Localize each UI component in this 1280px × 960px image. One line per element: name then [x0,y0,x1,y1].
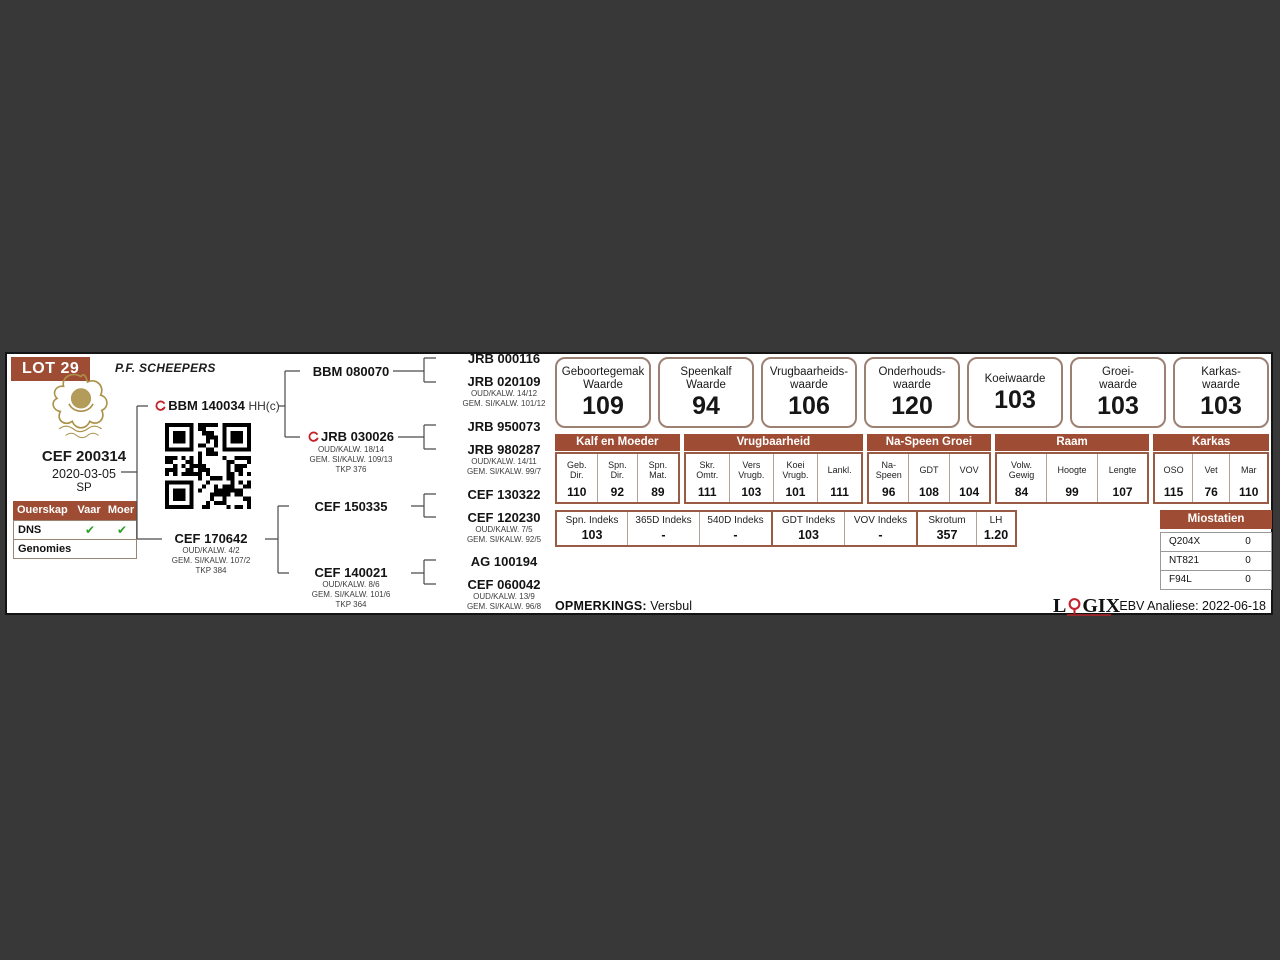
breed-society-icon [308,431,319,445]
lot-number-badge: LOT 29 [11,357,91,381]
stat-cell: Na- Speen 96 [875,459,902,500]
ebv-box: Groei- waarde 103 [1070,357,1166,428]
remarks-label: OPMERKINGS: [555,599,647,613]
stat-cell: VOV 104 [948,454,989,502]
index-cell: GDT Indeks 103 [771,512,844,545]
breed-society-icon [155,400,166,414]
remarks: OPMERKINGS: Versbul [555,599,692,613]
check-icon: ✔ [116,523,128,537]
stat-cell: Koei Vrugb. 101 [772,454,817,502]
ebv-box: Speenkalf Waarde 94 [658,357,754,428]
stat-cell: Spn. Dir. 92 [596,454,638,502]
miostatien-panel: Miostatien Q204X 0 NT821 0 F94L 0 [1160,510,1272,590]
parentage-row-dns: DNS ✔ ✔ [14,521,136,539]
parentage-col-vaar: Vaar [77,504,101,516]
pedigree-g4-node: AG 100194 [470,554,538,569]
parentage-row-genomies: Genomies [14,539,136,558]
stat-group-vrugbaarheid: Vrugbaarheid Skr. Omtr. 111 Vers Vrugb. 10… [683,434,864,504]
stat-cell: Spn. Mat. 89 [637,454,678,502]
ebv-box: Geboortegemak Waarde 109 [555,357,651,428]
stat-cell: Geb. Dir. 110 [567,459,587,500]
pedigree-sire-sire: BBM 080070 [312,364,390,379]
stat-cell: Vet 76 [1191,454,1230,502]
pedigree-dam-dam: CEF 140021 OUD/KALW. 8/6 GEM. SI/KALW. 1… [311,565,391,610]
logix-logo: L GIX [1053,595,1121,617]
pedigree-g4-node: JRB 000116 [467,351,541,366]
ebv-box: Koeiwaarde 103 [967,357,1063,428]
parentage-col-ouerskap: Ouerskap [17,504,68,516]
index-cell: 365D Indeks - [627,512,699,545]
index-cell: Spn. Indeks 103 [565,515,619,542]
stat-group-na-speen-groei: Na-Speen Groei Na- Speen 96 GDT 108 VOV 104 [867,434,991,504]
ebv-box: Onderhouds- waarde 120 [864,357,960,428]
animal-identity: CEF 200314 2020-03-05 SP [11,448,157,494]
miostatien-row: F94L 0 [1160,570,1272,590]
index-cell: 540D Indeks - [699,512,771,545]
index-cell: VOV Indeks - [844,512,916,545]
magnifier-o-icon [1068,598,1081,614]
stat-group-karkas: Karkas OSO 115 Vet 76 Mar 110 [1153,434,1269,504]
animal-id: CEF 200314 [41,448,127,465]
stat-group-raam: Raam Volw. Gewig 84 Hoogte 99 Lengte 107 [994,434,1150,504]
qr-code [165,423,251,509]
pedigree-dam-sire: CEF 150335 [314,499,388,514]
animal-code: SP [76,482,92,494]
pedigree-g4-node: JRB 980287 OUD/KALW. 14/11 GEM. SI/KALW.… [466,442,542,477]
pedigree-sire: BBM 140034 HH(c) [145,399,290,414]
stat-cell: OSO 115 [1163,464,1184,500]
breeder-crest [47,370,115,447]
ebv-analysis-date: EBV Analiese: 2022-06-18 [1119,599,1266,613]
miostatien-header: Miostatien [1160,510,1272,529]
parentage-table: Ouerskap Vaar Moer DNS ✔ ✔ Genomies [13,501,137,559]
owner-name: P.F. SCHEEPERS [115,361,216,375]
animal-birth-date: 2020-03-05 [52,467,116,481]
lot-card: LOT 29 P.F. SCHEEPERS CEF 200314 2020-03… [5,351,1273,617]
stat-cell: Vers Vrugb. 103 [728,454,773,502]
pedigree-sire-dam: JRB 030026 OUD/KALW. 18/14 GEM. SI/KALW.… [308,429,394,474]
ebv-summary-row: Geboortegemak Waarde 109 Speenkalf Waarde… [555,357,1269,428]
stat-cell: Hoogte 99 [1046,454,1097,502]
stat-group-kalf-en-moeder: Kalf en Moeder Geb. Dir. 110 Spn. Dir. 92 … [555,434,680,504]
index-cell: LH 1.20 [976,512,1015,545]
index-table: Spn. Indeks 103 365D Indeks - 540D Indeks -… [555,510,1017,547]
stat-cell: Mar 110 [1229,454,1267,502]
remarks-value: Versbul [650,599,692,613]
pedigree-g4-node: JRB 950073 [467,419,541,434]
parentage-col-moer: Moer [107,504,135,516]
stat-cell: Lankl. 111 [817,454,861,502]
index-cell: Skrotum 357 [916,512,976,545]
stat-groups-row: Kalf en Moeder Geb. Dir. 110 Spn. Dir. 92 … [555,434,1269,504]
logix-tagline [1067,614,1111,616]
pedigree-g4-node: CEF 130322 [467,487,541,502]
ebv-box: Vrugbaarheids- waarde 106 [761,357,857,428]
pedigree-dam: CEF 170642 OUD/KALW. 4/2 GEM. SI/KALW. 1… [171,531,251,576]
pedigree-g4-node: JRB 020109 OUD/KALW. 14/12 GEM. SI/KALW.… [462,374,546,409]
pedigree-g4-node: CEF 060042 OUD/KALW. 13/9 GEM. SI/KALW. … [466,577,542,612]
stat-cell: Lengte 107 [1096,454,1148,502]
stat-cell: GDT 108 [908,454,948,502]
parentage-header: Ouerskap Vaar Moer [13,501,137,520]
ebv-box: Karkas- waarde 103 [1173,357,1269,428]
stat-cell: Volw. Gewig 84 [1008,459,1035,500]
stat-cell: Skr. Omtr. 111 [696,459,719,500]
miostatien-row: NT821 0 [1160,551,1272,571]
check-icon: ✔ [84,523,96,537]
miostatien-row: Q204X 0 [1160,532,1272,552]
pedigree-g4-node: CEF 120230 OUD/KALW. 7/5 GEM. SI/KALW. 9… [466,510,542,545]
